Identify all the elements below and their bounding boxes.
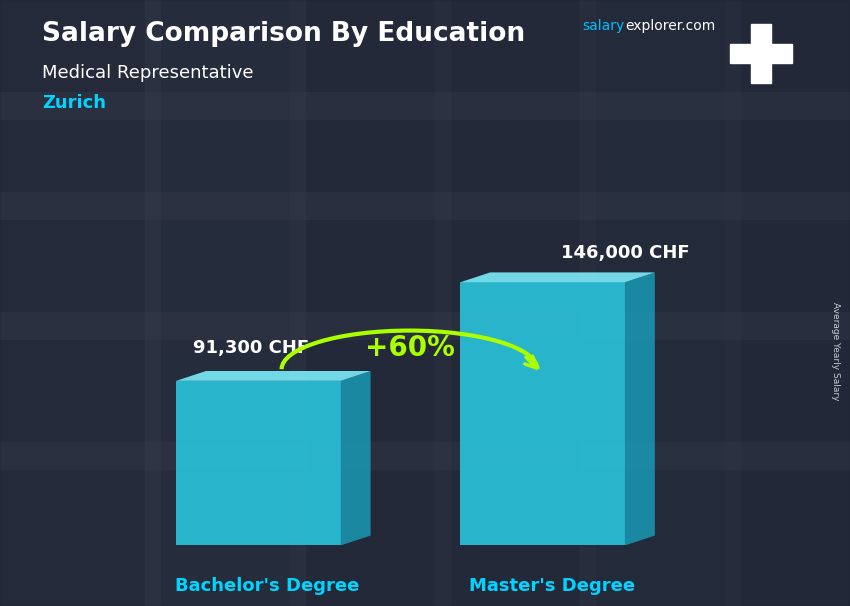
Text: Zurich: Zurich bbox=[42, 94, 106, 112]
Polygon shape bbox=[461, 282, 625, 545]
Text: Master's Degree: Master's Degree bbox=[468, 577, 635, 595]
Bar bbox=[725, 0, 850, 606]
Polygon shape bbox=[341, 371, 371, 545]
Text: Average Yearly Salary: Average Yearly Salary bbox=[830, 302, 840, 401]
Text: explorer.com: explorer.com bbox=[625, 19, 715, 33]
Text: Salary Comparison By Education: Salary Comparison By Education bbox=[42, 21, 525, 47]
Text: 91,300 CHF: 91,300 CHF bbox=[193, 339, 309, 357]
Polygon shape bbox=[176, 381, 341, 545]
Bar bbox=[730, 44, 792, 62]
Polygon shape bbox=[461, 273, 654, 282]
Text: Bachelor's Degree: Bachelor's Degree bbox=[175, 577, 360, 595]
Bar bbox=[751, 24, 771, 83]
Bar bbox=[290, 0, 450, 606]
Bar bbox=[0, 0, 160, 606]
Text: Medical Representative: Medical Representative bbox=[42, 64, 254, 82]
Bar bbox=[435, 0, 595, 606]
Text: +60%: +60% bbox=[365, 333, 455, 362]
Text: salary: salary bbox=[582, 19, 625, 33]
Bar bbox=[580, 0, 740, 606]
Polygon shape bbox=[176, 371, 371, 381]
Bar bbox=[145, 0, 305, 606]
Polygon shape bbox=[625, 273, 654, 545]
Text: 146,000 CHF: 146,000 CHF bbox=[561, 244, 689, 262]
